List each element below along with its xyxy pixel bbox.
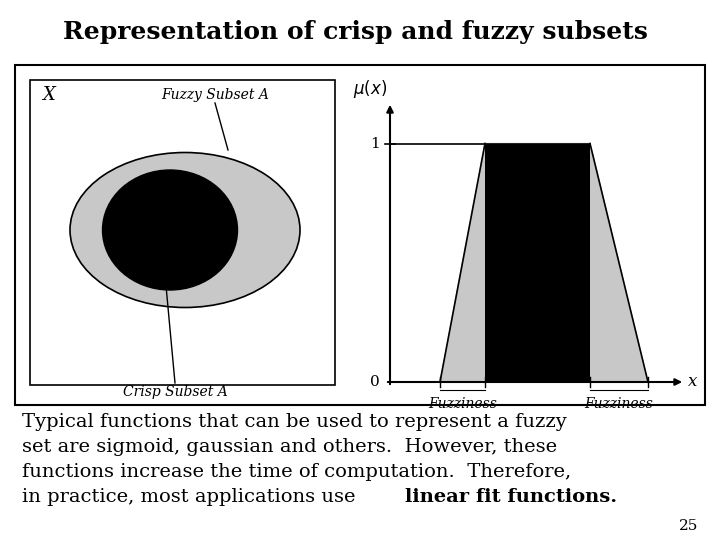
Text: set are sigmoid, gaussian and others.  However, these: set are sigmoid, gaussian and others. Ho… [22,438,557,456]
Text: 25: 25 [679,519,698,533]
Text: Fuzziness: Fuzziness [585,397,654,411]
Text: Fuzziness: Fuzziness [428,397,497,411]
Text: X: X [42,86,55,104]
Text: Crisp Subset A: Crisp Subset A [122,385,228,399]
Text: in practice, most applications use: in practice, most applications use [22,488,361,506]
Bar [30,80,335,385]
Ellipse shape [102,170,238,290]
Text: Representation of crisp and fuzzy subsets: Representation of crisp and fuzzy subset… [63,20,647,44]
Text: $\mu(x)$: $\mu(x)$ [353,78,387,100]
Text: 1: 1 [370,137,380,151]
Text: 0: 0 [370,375,380,389]
Polygon shape [440,144,648,382]
Ellipse shape [70,152,300,307]
Text: x: x [688,374,698,390]
Text: linear fit functions.: linear fit functions. [405,488,617,506]
Text: functions increase the time of computation.  Therefore,: functions increase the time of computati… [22,463,571,481]
Bar [15,65,705,405]
Text: Typical functions that can be used to represent a fuzzy: Typical functions that can be used to re… [22,413,567,431]
Text: Fuzzy Subset A: Fuzzy Subset A [161,88,269,102]
Bar [485,144,590,382]
